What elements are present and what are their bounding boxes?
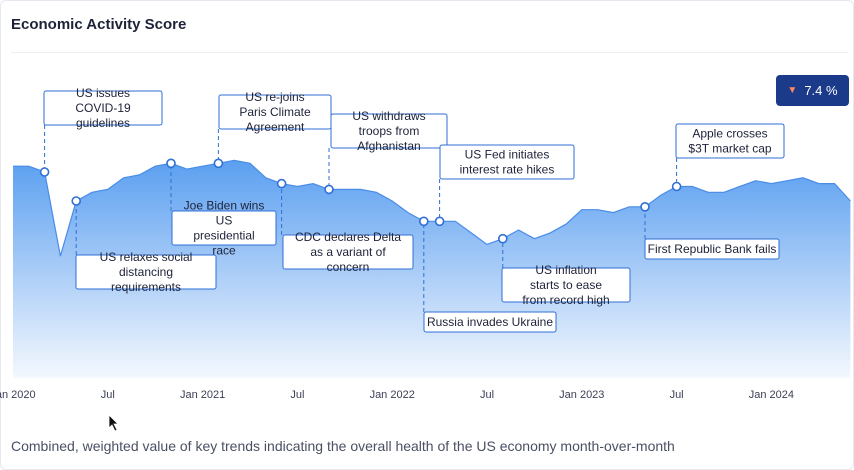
annotation-text: US issues — [76, 86, 130, 100]
annotation-text: from record high — [522, 293, 609, 307]
annotation-text: $3T market cap — [688, 142, 771, 156]
x-tick-label: Jul — [101, 389, 115, 401]
event-marker[interactable] — [671, 181, 682, 192]
annotation-text: First Republic Bank fails — [648, 242, 777, 256]
x-tick-label: Jan 2024 — [749, 389, 794, 401]
event-marker[interactable] — [213, 158, 224, 169]
annotation-text: US withdraws — [352, 109, 425, 123]
activity-line — [13, 159, 851, 257]
annotation-text: COVID-19 — [75, 101, 131, 115]
event-marker[interactable] — [166, 158, 176, 169]
annotation-label: Russia invades Ukraine — [423, 311, 557, 333]
annotation-label: Apple crosses$3T market cap — [675, 123, 785, 159]
event-marker[interactable] — [276, 178, 287, 189]
event-marker[interactable] — [71, 196, 81, 206]
annotation-text: US Fed initiates — [465, 148, 550, 162]
annotation-text: starts to ease — [530, 278, 602, 292]
x-tick-label: Jan 2020 — [0, 389, 36, 401]
annotation-text: Apple crosses — [692, 127, 767, 141]
x-tick-label: Jan 2022 — [370, 389, 415, 401]
annotation-text: Afghanistan — [357, 139, 420, 153]
event-marker[interactable] — [324, 184, 334, 195]
annotation-text: US relaxes social — [100, 250, 193, 264]
annotation-text: as a variant of — [310, 245, 386, 259]
chart-caption: Combined, weighted value of key trends i… — [11, 438, 675, 454]
down-arrow-icon: ▼ — [787, 85, 798, 96]
annotation-text: race — [212, 244, 236, 258]
annotation-text: Paris Climate — [239, 105, 311, 119]
event-marker[interactable] — [434, 216, 445, 227]
annotation-text: US re-joins — [245, 90, 304, 104]
event-marker[interactable] — [497, 233, 508, 244]
annotation-text: requirements — [111, 280, 181, 294]
x-tick-label: Jan 2021 — [180, 389, 225, 401]
annotation-text: guidelines — [76, 116, 130, 130]
change-badge-value: 7.4 % — [804, 83, 838, 98]
annotation-text: CDC declares Delta — [295, 230, 401, 244]
mouse-cursor-icon — [108, 414, 119, 432]
annotation-text: presidential — [193, 229, 254, 243]
annotation-text: Agreement — [246, 120, 305, 134]
annotation-text: troops from — [359, 124, 420, 138]
event-marker[interactable] — [640, 202, 650, 212]
x-tick-label: Jan 2023 — [559, 389, 604, 401]
annotation-text: US inflation — [535, 263, 596, 277]
change-badge[interactable]: ▼ 7.4 % — [776, 75, 849, 106]
annotation-label: First Republic Bank fails — [644, 238, 780, 260]
x-tick-label: Jul — [670, 389, 684, 401]
chart-title: Economic Activity Score — [11, 16, 187, 33]
annotation-text: US — [216, 214, 233, 228]
x-tick-label: Jul — [290, 389, 304, 401]
event-marker[interactable] — [39, 167, 50, 177]
title-divider — [11, 52, 848, 53]
annotation-text: interest rate hikes — [460, 163, 555, 177]
annotation-text: Joe Biden wins — [184, 199, 265, 213]
x-tick-label: Jul — [480, 389, 494, 401]
event-marker[interactable] — [418, 216, 429, 227]
annotation-text: concern — [327, 260, 370, 274]
annotation-text: distancing — [119, 265, 173, 279]
annotation-text: Russia invades Ukraine — [427, 315, 553, 329]
